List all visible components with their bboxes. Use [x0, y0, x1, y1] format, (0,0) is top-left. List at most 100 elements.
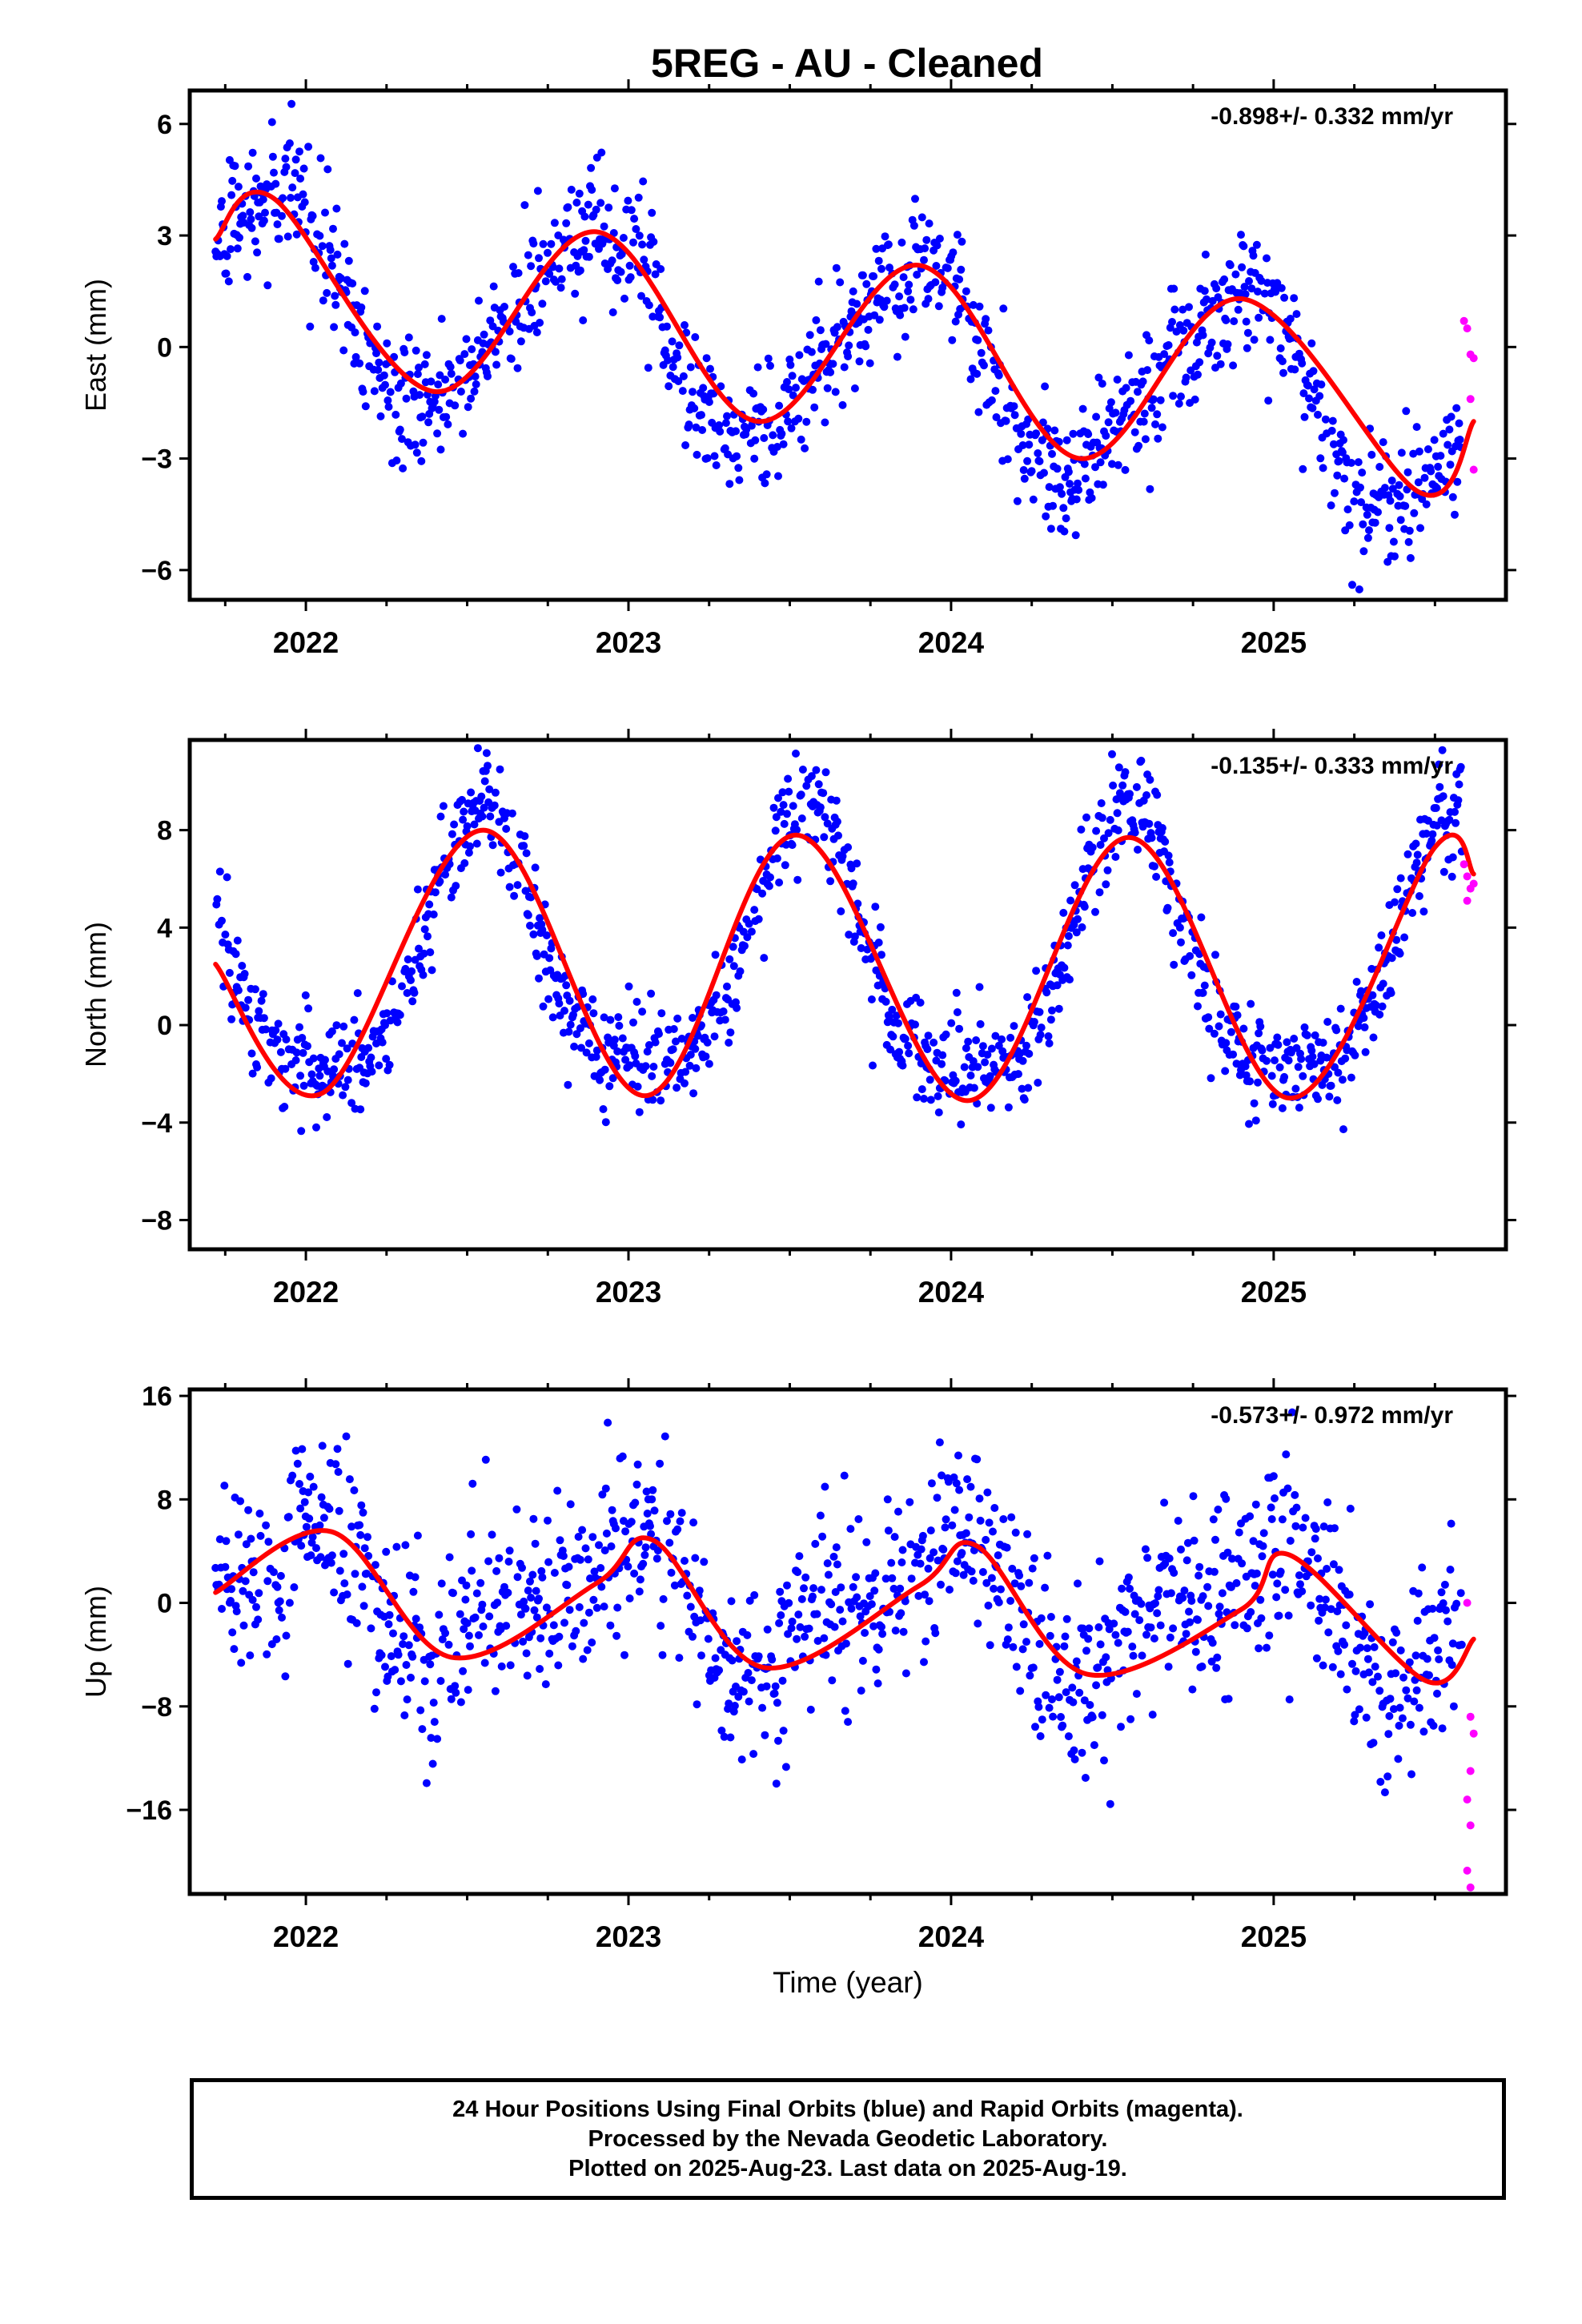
final-orbit-point: [1359, 1014, 1368, 1023]
final-orbit-point: [391, 1666, 400, 1675]
final-orbit-point: [938, 1051, 947, 1059]
final-orbit-point: [242, 1540, 251, 1549]
final-orbit-point: [1350, 1717, 1359, 1726]
final-orbit-point: [1110, 1619, 1118, 1628]
final-orbit-point: [275, 1597, 284, 1606]
final-orbit-point: [291, 169, 299, 178]
final-orbit-point: [1399, 1673, 1407, 1682]
final-orbit-point: [758, 1703, 767, 1712]
final-orbit-point: [1096, 1640, 1105, 1649]
final-orbit-point: [981, 1058, 990, 1067]
final-orbit-point: [259, 216, 268, 225]
final-orbit-point: [1238, 1559, 1247, 1568]
final-orbit-point: [419, 971, 428, 979]
final-orbit-point: [798, 766, 807, 774]
final-orbit-point: [1063, 941, 1072, 950]
final-orbit-point: [364, 1043, 373, 1052]
final-orbit-point: [464, 1686, 472, 1695]
final-orbit-point: [1412, 423, 1421, 432]
final-orbit-point: [1066, 975, 1074, 984]
final-orbit-point: [413, 370, 422, 379]
final-orbit-point: [1273, 1033, 1282, 1042]
final-orbit-point: [1377, 931, 1386, 939]
final-orbit-point: [357, 303, 366, 312]
final-orbit-point: [1419, 1727, 1428, 1736]
final-orbit-point: [509, 263, 517, 271]
final-orbit-point: [1018, 441, 1027, 449]
final-orbit-point: [821, 768, 830, 777]
final-orbit-point: [913, 1093, 921, 1102]
final-orbit-point: [639, 177, 648, 186]
final-orbit-point: [1222, 1039, 1231, 1047]
final-orbit-point: [869, 272, 878, 280]
final-orbit-point: [1211, 1535, 1219, 1544]
final-orbit-point: [526, 1577, 534, 1586]
final-orbit-point: [972, 1036, 981, 1044]
final-orbit-point: [1456, 762, 1465, 771]
final-orbit-point: [701, 1052, 710, 1061]
final-orbit-point: [1300, 1023, 1309, 1031]
final-orbit-point: [459, 1667, 468, 1675]
final-orbit-point: [1414, 1589, 1423, 1598]
final-orbit-point: [1004, 1623, 1013, 1632]
final-orbit-point: [491, 788, 500, 797]
final-orbit-point: [673, 1525, 682, 1534]
final-orbit-point: [1339, 1125, 1347, 1134]
final-orbit-point: [858, 271, 867, 279]
final-orbit-point: [1355, 1705, 1363, 1714]
final-orbit-point: [224, 277, 233, 286]
final-orbit-point: [1365, 1668, 1373, 1677]
final-orbit-point: [588, 1533, 597, 1542]
final-orbit-point: [531, 1539, 540, 1548]
final-orbit-point: [1032, 967, 1041, 975]
final-orbit-point: [882, 296, 891, 305]
final-orbit-point: [1025, 1049, 1034, 1058]
final-orbit-point: [1241, 290, 1250, 299]
plot-frame: [187, 1387, 1508, 1896]
final-orbit-point: [296, 1072, 305, 1080]
final-orbit-point: [252, 1602, 260, 1611]
final-orbit-point: [505, 883, 514, 891]
figure-title: 5REG - AU - Cleaned: [651, 41, 1043, 86]
final-orbit-point: [1002, 1543, 1011, 1552]
final-orbit-point: [836, 1606, 845, 1614]
final-orbit-point: [1102, 432, 1110, 440]
final-orbit-point: [1165, 1554, 1174, 1562]
final-orbit-point: [468, 1479, 477, 1488]
final-orbit-point: [679, 372, 688, 380]
final-orbit-point: [1082, 813, 1090, 822]
final-orbit-point: [1231, 1003, 1240, 1011]
final-orbit-point: [712, 991, 721, 999]
final-orbit-point: [830, 1622, 839, 1631]
final-orbit-point: [255, 1510, 264, 1518]
final-orbit-point: [955, 275, 964, 283]
final-orbit-point: [1198, 1663, 1207, 1671]
final-orbit-point: [341, 1083, 350, 1092]
final-orbit-point: [1013, 497, 1022, 505]
final-orbit-point: [750, 1590, 759, 1599]
final-orbit-point: [904, 1041, 913, 1050]
final-orbit-point: [222, 1537, 231, 1546]
final-orbit-point: [1257, 1614, 1266, 1622]
final-orbit-point: [562, 219, 571, 227]
final-orbit-point: [1008, 1564, 1017, 1573]
rapid-orbit-point: [1463, 896, 1472, 905]
final-orbit-point: [1396, 516, 1405, 525]
final-orbit-point: [681, 1557, 689, 1565]
final-orbit-point: [900, 304, 909, 312]
final-orbit-point: [1277, 283, 1286, 292]
final-orbit-point: [1062, 436, 1071, 444]
final-orbit-point: [556, 1536, 564, 1545]
final-orbit-point: [1327, 1081, 1335, 1090]
final-orbit-point: [1029, 1663, 1038, 1672]
final-orbit-point: [1098, 814, 1106, 822]
final-orbit-point: [1186, 951, 1195, 960]
final-orbit-point: [1153, 1609, 1162, 1618]
final-orbit-point: [599, 1105, 608, 1113]
final-orbit-point: [1264, 396, 1273, 405]
final-orbit-point: [559, 1552, 568, 1560]
final-orbit-point: [339, 1022, 348, 1031]
final-orbit-point: [975, 983, 984, 991]
final-orbit-point: [795, 1552, 804, 1561]
final-orbit-point: [925, 219, 934, 228]
